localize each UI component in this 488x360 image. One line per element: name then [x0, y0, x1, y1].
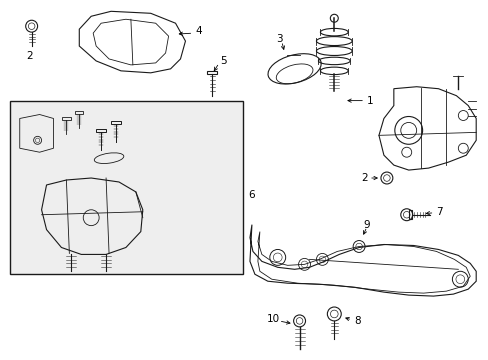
Bar	[111, 121, 121, 124]
Bar	[207, 71, 217, 75]
Text: 3: 3	[276, 34, 283, 44]
Text: 5: 5	[220, 56, 226, 66]
Text: 9: 9	[363, 220, 369, 230]
Text: 7: 7	[436, 207, 442, 217]
Text: 6: 6	[247, 190, 254, 200]
Text: 2: 2	[26, 51, 33, 61]
Bar	[408, 210, 411, 220]
Text: 10: 10	[266, 314, 279, 324]
Bar	[10, 100, 243, 274]
Text: 4: 4	[195, 26, 202, 36]
Bar	[96, 129, 106, 132]
Text: 1: 1	[366, 96, 373, 105]
Bar	[62, 117, 70, 120]
Bar	[75, 111, 83, 114]
Text: 2: 2	[361, 173, 367, 183]
Text: 8: 8	[353, 316, 360, 326]
